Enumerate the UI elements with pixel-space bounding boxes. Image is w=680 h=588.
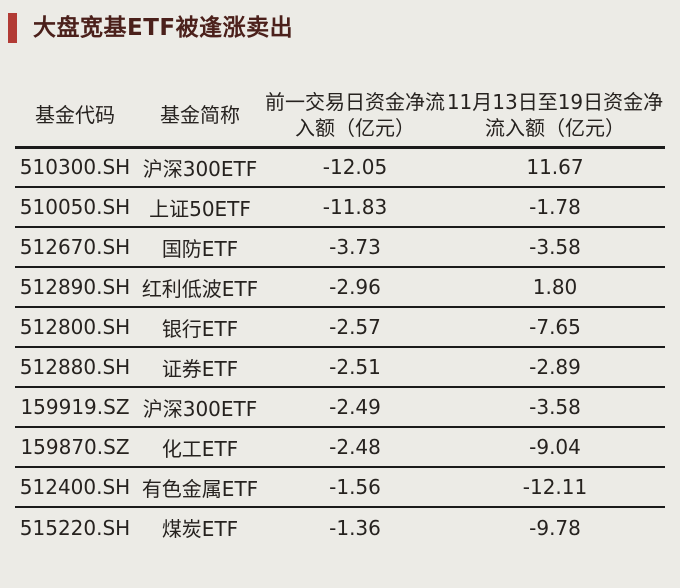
fund-name: 有色金属ETF (141, 476, 259, 501)
table-row: 515220.SH 煤炭ETF -1.36 -9.78 (15, 507, 665, 547)
fund-name: 国防ETF (161, 236, 239, 261)
fund-code: 512880.SH (19, 355, 131, 379)
table-row: 159870.SZ 化工ETF -2.48 -9.04 (15, 427, 665, 467)
nov13-19-inflow-value: 11.67 (526, 155, 584, 180)
table-row: 510300.SH 沪深300ETF -12.05 11.67 (15, 147, 665, 187)
table-row: 512800.SH 银行ETF -2.57 -7.65 (15, 307, 665, 347)
column-header-prev-day-inflow-line1: 前一交易日资金净流 (265, 90, 445, 115)
nov13-19-inflow-value: 1.80 (532, 275, 578, 299)
nov13-19-inflow-value: -3.58 (529, 235, 581, 259)
table-body: 510300.SH 沪深300ETF -12.05 11.67 510050.S… (15, 147, 665, 547)
column-header-nov13-19-inflow: 11月13日至19日资金净 流入额（亿元） (445, 85, 665, 147)
fund-name: 红利低波ETF (141, 276, 259, 301)
title-row: 大盘宽基ETF被逢涨卖出 (0, 0, 680, 43)
column-header-fund-name: 基金简称 (160, 103, 240, 128)
fund-code: 512670.SH (19, 235, 131, 259)
fund-code: 510300.SH (19, 155, 131, 180)
prev-day-inflow-value: -3.73 (329, 235, 381, 259)
prev-day-inflow-value: -2.57 (329, 315, 381, 339)
column-header-nov13-19-inflow-line1: 11月13日至19日资金净 (446, 90, 664, 115)
column-header-nov13-19-inflow-line2: 流入额（亿元） (485, 116, 625, 141)
nov13-19-inflow-value: -9.78 (529, 515, 581, 540)
fund-code: 512890.SH (19, 275, 131, 299)
prev-day-inflow-value: -2.49 (329, 395, 381, 419)
column-header-prev-day-inflow: 前一交易日资金净流 入额（亿元） (265, 85, 445, 147)
column-header-fund-code: 基金代码 (35, 103, 115, 128)
fund-code: 159919.SZ (20, 395, 130, 419)
prev-day-inflow-value: -11.83 (322, 195, 388, 219)
fund-name: 银行ETF (161, 316, 239, 341)
table-row: 510050.SH 上证50ETF -11.83 -1.78 (15, 187, 665, 227)
prev-day-inflow-value: -12.05 (322, 155, 388, 180)
fund-name: 上证50ETF (149, 196, 251, 221)
table-header-row: 基金代码 基金简称 前一交易日资金净流 入额（亿元） 11月13日至19日资金净… (15, 85, 665, 147)
table-row: 512880.SH 证券ETF -2.51 -2.89 (15, 347, 665, 387)
nov13-19-inflow-value: -1.78 (529, 195, 581, 219)
fund-name: 煤炭ETF (161, 517, 239, 541)
page-title: 大盘宽基ETF被逢涨卖出 (33, 15, 294, 41)
prev-day-inflow-value: -2.51 (329, 355, 381, 379)
nov13-19-inflow-value: -12.11 (522, 475, 588, 499)
fund-name: 证券ETF (161, 356, 239, 381)
nov13-19-inflow-value: -9.04 (529, 435, 581, 459)
fund-code: 512400.SH (19, 475, 131, 499)
fund-code: 515220.SH (19, 515, 131, 540)
fund-code: 159870.SZ (20, 435, 130, 459)
table-header: 基金代码 基金简称 前一交易日资金净流 入额（亿元） 11月13日至19日资金净… (15, 85, 665, 147)
fund-code: 512800.SH (19, 315, 131, 339)
prev-day-inflow-value: -1.36 (329, 515, 381, 540)
table-row: 159919.SZ 沪深300ETF -2.49 -3.58 (15, 387, 665, 427)
prev-day-inflow-value: -2.48 (329, 435, 381, 459)
fund-name: 沪深300ETF (142, 396, 258, 421)
title-accent-bar (8, 13, 17, 43)
nov13-19-inflow-value: -3.58 (529, 395, 581, 419)
fund-name: 化工ETF (161, 436, 239, 461)
nov13-19-inflow-value: -2.89 (529, 355, 581, 379)
prev-day-inflow-value: -2.96 (329, 275, 381, 299)
column-header-prev-day-inflow-line2: 入额（亿元） (295, 116, 415, 141)
fund-name: 沪深300ETF (142, 156, 258, 181)
nov13-19-inflow-value: -7.65 (529, 315, 581, 339)
table-row: 512400.SH 有色金属ETF -1.56 -12.11 (15, 467, 665, 507)
table-row: 512890.SH 红利低波ETF -2.96 1.80 (15, 267, 665, 307)
fund-code: 510050.SH (19, 195, 131, 219)
table-row: 512670.SH 国防ETF -3.73 -3.58 (15, 227, 665, 267)
etf-flow-table: 基金代码 基金简称 前一交易日资金净流 入额（亿元） 11月13日至19日资金净… (15, 85, 665, 547)
prev-day-inflow-value: -1.56 (329, 475, 381, 499)
